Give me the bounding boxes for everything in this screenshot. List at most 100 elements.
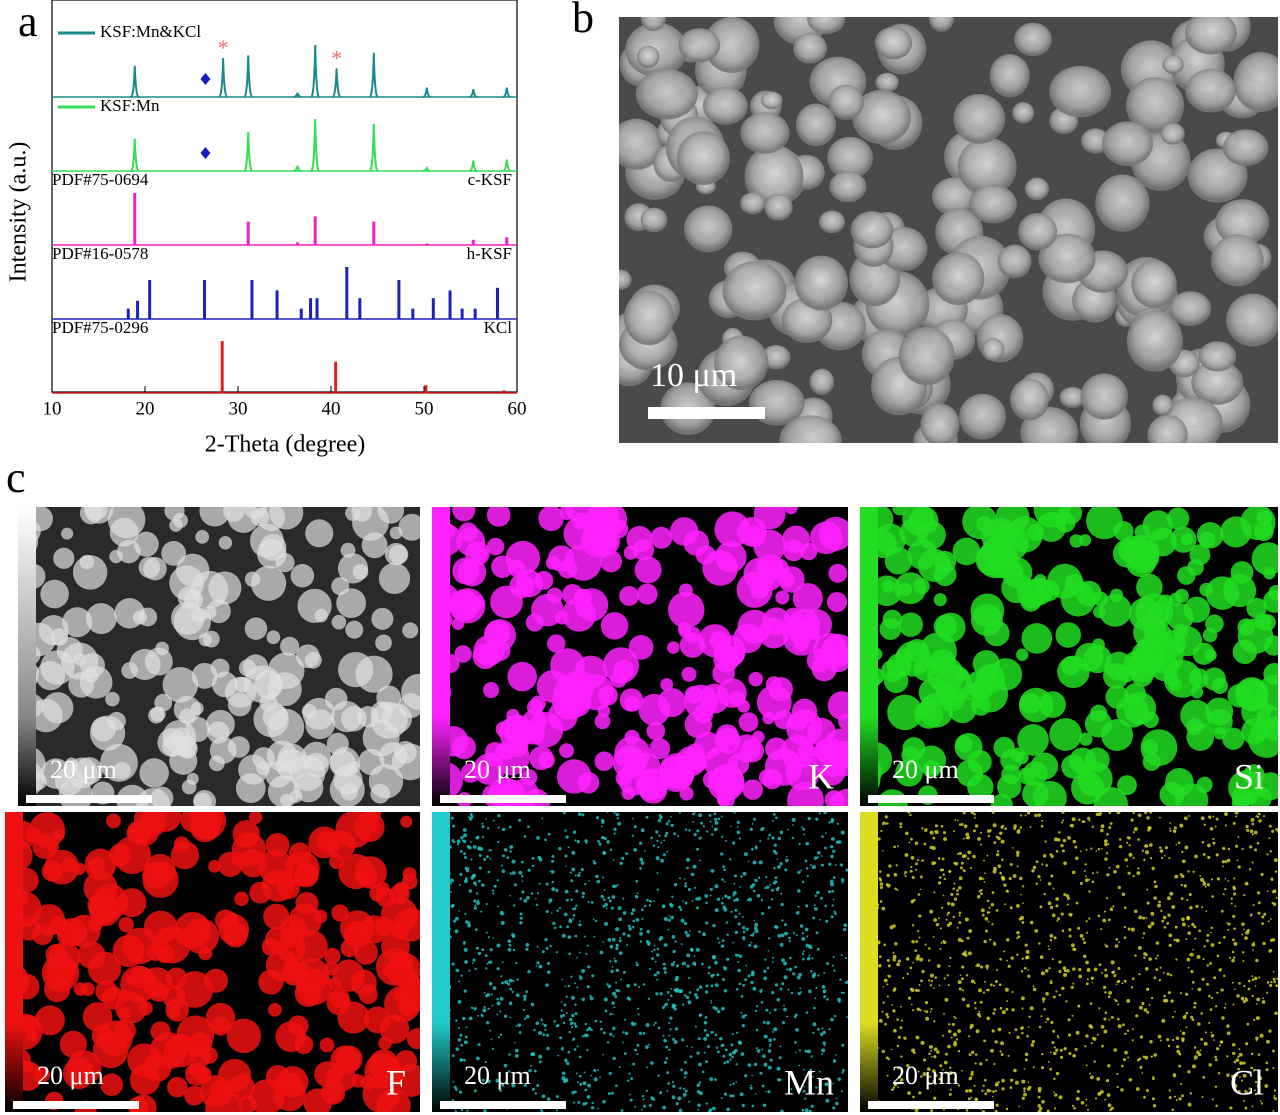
signal (266, 740, 298, 772)
signal (733, 812, 737, 814)
signal (1182, 1015, 1187, 1020)
signal (468, 1016, 473, 1021)
signal (841, 1071, 844, 1074)
signal (523, 899, 528, 903)
signal (1253, 941, 1256, 944)
signal (919, 957, 924, 962)
signal (878, 955, 882, 959)
signal (465, 541, 490, 566)
particle (714, 335, 769, 391)
signal (702, 825, 705, 828)
signal (497, 826, 500, 829)
signal (1016, 648, 1029, 661)
signal (1016, 937, 1019, 940)
signal (561, 1076, 566, 1081)
signal (486, 827, 490, 830)
signal (1229, 956, 1232, 959)
signal (742, 871, 747, 876)
signal (562, 1021, 566, 1025)
signal (998, 983, 1002, 987)
micrograph: 20 μm K (432, 507, 848, 806)
signal (832, 876, 836, 880)
signal (1249, 829, 1254, 833)
signal (1006, 1000, 1009, 1003)
signal (1274, 1011, 1278, 1016)
signal (1078, 818, 1081, 821)
signal (483, 857, 487, 861)
signal (1104, 1098, 1107, 1101)
signal (753, 1062, 758, 1067)
signal (812, 1022, 817, 1027)
signal (1206, 939, 1209, 943)
signal (1224, 877, 1227, 880)
signal (1263, 567, 1276, 580)
particle (1126, 310, 1183, 372)
signal (673, 832, 677, 836)
signal (580, 868, 584, 872)
signal (889, 925, 894, 930)
signal (953, 1078, 957, 1081)
signal (667, 999, 670, 1001)
signal (682, 900, 685, 902)
signal (925, 1016, 930, 1021)
signal (1116, 980, 1120, 984)
signal (947, 1029, 952, 1034)
signal (462, 828, 467, 832)
signal (607, 896, 610, 900)
signal (551, 887, 556, 891)
signal (712, 923, 716, 928)
signal (500, 920, 505, 925)
signal (641, 908, 644, 911)
particle (1024, 177, 1049, 201)
signal (1237, 836, 1240, 838)
signal (1234, 905, 1237, 908)
signal (972, 854, 976, 859)
signal (1070, 943, 1075, 948)
signal (487, 1079, 491, 1084)
signal (783, 1007, 787, 1012)
signal (707, 764, 745, 802)
signal (375, 881, 390, 896)
signal (680, 1068, 683, 1072)
signal (1169, 822, 1172, 825)
signal (460, 1108, 464, 1112)
signal (966, 936, 970, 940)
signal (638, 1031, 643, 1036)
signal (1174, 925, 1178, 929)
signal (765, 876, 768, 879)
signal (1103, 910, 1106, 913)
signal (631, 925, 635, 929)
signal (538, 882, 541, 885)
signal (473, 881, 477, 885)
signal (929, 1011, 932, 1013)
signal (612, 1013, 614, 1015)
signal (976, 895, 981, 899)
signal (661, 1005, 665, 1010)
signal (1155, 968, 1159, 972)
signal (523, 998, 527, 1001)
signal (879, 878, 883, 882)
signal (561, 933, 566, 938)
signal (555, 1095, 559, 1099)
signal (1033, 780, 1067, 806)
signal (583, 1071, 586, 1074)
signal (765, 885, 770, 889)
signal (845, 868, 848, 872)
signal (737, 922, 741, 926)
signal (954, 862, 959, 866)
signal (1025, 956, 1029, 960)
signal (898, 1075, 902, 1079)
signal (1006, 938, 1010, 942)
signal (1270, 981, 1273, 984)
signal (512, 979, 515, 983)
signal (614, 884, 618, 888)
signal (501, 1084, 505, 1087)
signal (992, 823, 997, 828)
signal (687, 887, 691, 891)
signal (933, 1047, 938, 1052)
signal (1101, 971, 1104, 974)
signal (1083, 954, 1087, 959)
signal (696, 906, 700, 910)
signal (1004, 987, 1009, 992)
signal (1254, 1080, 1258, 1084)
